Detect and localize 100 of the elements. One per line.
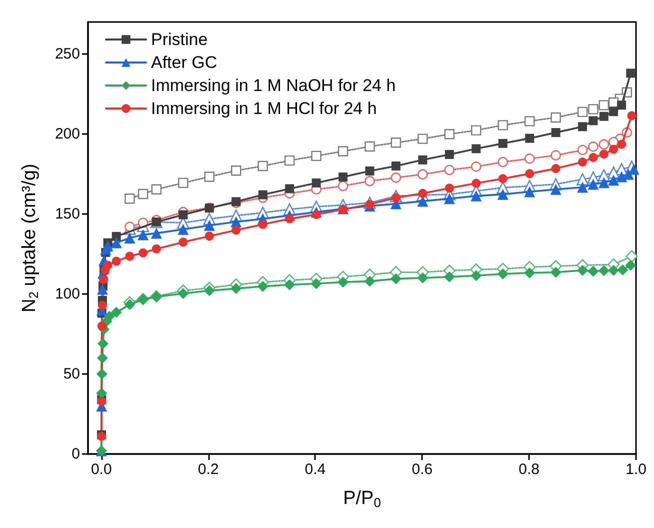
point [110, 306, 122, 318]
point [312, 178, 321, 188]
point [99, 275, 108, 284]
point [470, 190, 482, 202]
point [285, 214, 294, 224]
point [498, 174, 508, 184]
point [588, 104, 598, 114]
point [578, 158, 588, 166]
point [608, 264, 620, 276]
point [497, 268, 508, 280]
point [444, 129, 455, 140]
point [626, 68, 636, 78]
point [364, 141, 375, 152]
point [599, 112, 608, 121]
point [338, 172, 348, 182]
point [598, 177, 610, 188]
x-tick-label: 0.2 [198, 461, 219, 478]
point [551, 164, 560, 174]
point [444, 271, 455, 282]
x-tick-label: 0.8 [518, 461, 540, 478]
point [497, 188, 508, 200]
point [124, 232, 136, 244]
point [525, 169, 534, 178]
legend-label: Immersing in 1 M NaOH for 24 h [151, 76, 396, 95]
point [103, 260, 112, 270]
point [418, 169, 428, 180]
point [178, 210, 188, 220]
point [627, 111, 636, 120]
point [444, 184, 454, 193]
legend-label: Pristine [151, 30, 208, 49]
point [599, 150, 608, 159]
point [609, 107, 618, 116]
point [112, 256, 121, 266]
point [550, 150, 561, 160]
point [608, 174, 620, 186]
point [178, 178, 188, 188]
point [391, 162, 400, 170]
point [284, 279, 296, 290]
point [232, 226, 241, 235]
y-tick-label: 200 [54, 126, 80, 142]
point [588, 116, 598, 126]
y-tick-label: 150 [54, 206, 80, 222]
point [338, 146, 348, 156]
point [124, 194, 135, 204]
point [551, 128, 560, 138]
point [588, 153, 598, 162]
point [550, 266, 562, 278]
point [257, 280, 268, 292]
point [125, 252, 134, 261]
point [498, 138, 508, 148]
point [576, 173, 589, 186]
y-tick-label: 100 [54, 286, 80, 302]
point [617, 264, 628, 276]
point [310, 278, 322, 290]
point [498, 120, 508, 130]
point [588, 178, 599, 190]
point [124, 222, 135, 232]
x-tick-label: 1.0 [626, 461, 646, 478]
point [284, 155, 295, 166]
point [365, 166, 374, 176]
point [204, 220, 215, 231]
point [178, 288, 189, 300]
point [285, 184, 294, 194]
point [110, 237, 122, 248]
point [178, 224, 189, 235]
legend-label: Immersing in 1 M HCl for 24 h [151, 99, 377, 118]
point [96, 284, 108, 295]
point [152, 244, 161, 254]
point [598, 265, 610, 276]
point [258, 190, 268, 200]
point [471, 125, 482, 136]
point [588, 266, 599, 277]
x-tick-label: 0.4 [304, 461, 326, 478]
point [609, 144, 618, 154]
point [138, 188, 148, 200]
point [138, 229, 149, 240]
point [124, 299, 136, 310]
point [617, 100, 626, 110]
point [418, 134, 428, 144]
point [524, 186, 536, 198]
point [444, 193, 455, 204]
point [364, 276, 376, 287]
point [598, 100, 610, 110]
point [524, 154, 535, 164]
y-axis-title: N2 uptake (cm³/g) [19, 164, 41, 312]
point [625, 260, 636, 271]
point [258, 160, 268, 172]
point [472, 178, 481, 188]
point [588, 142, 598, 152]
point [577, 182, 588, 193]
y-tick-label: 250 [54, 46, 80, 62]
point [312, 210, 321, 219]
point [96, 352, 108, 364]
point [418, 155, 428, 164]
point [390, 138, 402, 148]
point [524, 267, 536, 278]
point [577, 264, 588, 276]
point [498, 156, 508, 168]
point [178, 238, 188, 247]
point [417, 272, 428, 284]
